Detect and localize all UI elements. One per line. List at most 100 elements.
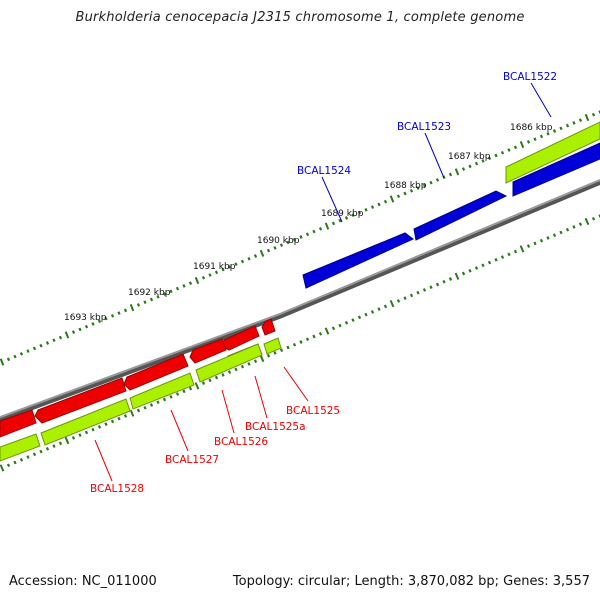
- minor-tick: [273, 246, 277, 250]
- accession-text: Accession: NC_011000: [9, 574, 157, 589]
- minor-tick: [273, 351, 277, 355]
- gene-label: BCAL1523: [397, 121, 451, 133]
- minor-tick: [253, 359, 258, 364]
- minor-tick: [474, 161, 479, 166]
- kbp-label: 1693 kbp: [64, 313, 107, 323]
- minor-tick: [123, 308, 128, 313]
- minor-tick: [162, 292, 167, 296]
- minor-tick: [572, 225, 576, 229]
- minor-tick: [286, 240, 290, 245]
- minor-tick: [110, 419, 115, 424]
- minor-tick: [461, 167, 466, 171]
- reverse-cds-track: [0, 337, 282, 462]
- gene-bcal1523: [413, 190, 508, 241]
- minor-tick: [78, 327, 82, 332]
- kbp-label: 1691 kbp: [193, 262, 236, 272]
- major-tick: [324, 327, 330, 335]
- major-tick: [389, 195, 395, 203]
- minor-tick: [182, 389, 186, 394]
- minor-tick: [253, 254, 258, 258]
- minor-tick: [156, 294, 160, 299]
- minor-tick: [247, 362, 251, 366]
- minor-tick: [52, 338, 56, 343]
- minor-tick: [351, 213, 355, 218]
- minor-tick: [292, 237, 297, 242]
- minor-tick: [357, 315, 362, 320]
- major-tick: [519, 245, 525, 253]
- minor-tick: [318, 227, 323, 231]
- minor-tick: [201, 381, 206, 385]
- genome-summary-text: Topology: circular; Length: 3,870,082 bp…: [232, 574, 590, 589]
- minor-tick: [377, 307, 381, 311]
- minor-tick: [39, 343, 43, 348]
- minor-tick: [299, 235, 303, 239]
- minor-tick: [292, 342, 297, 347]
- minor-tick: [507, 148, 511, 152]
- major-tick: [584, 217, 590, 226]
- minor-tick: [383, 304, 388, 309]
- minor-tick: [403, 191, 407, 196]
- minor-tick: [533, 137, 537, 142]
- minor-tick: [468, 268, 472, 273]
- minor-tick: [169, 394, 173, 399]
- kbp-label: 1687 kbp: [448, 152, 491, 162]
- minor-tick: [442, 279, 446, 284]
- minor-tick: [136, 303, 141, 307]
- minor-tick: [338, 323, 342, 328]
- minor-tick: [208, 273, 212, 277]
- minor-tick: [559, 126, 563, 131]
- minor-tick: [507, 252, 511, 257]
- map-title: Burkholderia cenocepacia J2315 chromosom…: [75, 10, 525, 25]
- minor-tick: [117, 311, 121, 315]
- major-tick: [194, 382, 200, 390]
- minor-tick: [539, 134, 544, 139]
- minor-tick: [474, 266, 479, 270]
- minor-tick: [409, 188, 414, 193]
- minor-tick: [240, 259, 245, 264]
- minor-tick: [136, 408, 141, 413]
- backbone-ring: [0, 179, 600, 423]
- gene-label: BCAL1526: [214, 436, 268, 448]
- minor-tick: [500, 255, 505, 259]
- minor-tick: [6, 357, 11, 362]
- minor-tick: [487, 156, 492, 161]
- minor-tick: [71, 436, 76, 440]
- major-tick: [194, 276, 200, 285]
- minor-tick: [247, 256, 251, 261]
- minor-tick: [221, 267, 225, 272]
- minor-tick: [533, 241, 537, 246]
- minor-tick: [240, 364, 245, 369]
- minor-tick: [396, 194, 401, 199]
- minor-tick: [305, 337, 310, 342]
- minor-tick: [403, 296, 407, 301]
- kbp-label: 1689 kbp: [321, 209, 364, 219]
- major-tick: [64, 436, 70, 445]
- minor-tick: [266, 353, 271, 358]
- minor-tick: [318, 331, 323, 336]
- major-tick: [0, 464, 5, 472]
- label-leader-lines: [94, 82, 552, 482]
- minor-tick: [494, 153, 498, 158]
- major-tick: [519, 141, 525, 149]
- minor-tick: [578, 222, 583, 227]
- minor-tick: [169, 289, 173, 294]
- minor-tick: [416, 186, 420, 190]
- minor-tick: [84, 430, 89, 435]
- minor-tick: [266, 248, 271, 253]
- major-tick: [64, 331, 70, 339]
- minor-tick: [370, 205, 375, 209]
- minor-tick: [175, 286, 180, 291]
- kbp-label: 1686 kbp: [510, 123, 553, 133]
- gene-label: BCAL1525a: [245, 421, 306, 433]
- minor-tick: [338, 218, 342, 223]
- minor-tick: [312, 334, 316, 339]
- minor-tick: [513, 249, 518, 254]
- gene-bcal1525: [261, 318, 276, 336]
- major-tick: [129, 409, 135, 417]
- reverse-genes: [0, 318, 276, 438]
- minor-tick: [370, 310, 375, 314]
- minor-tick: [52, 444, 56, 448]
- inner-tick-track: [0, 214, 600, 472]
- minor-tick: [91, 322, 95, 326]
- minor-tick: [110, 313, 115, 318]
